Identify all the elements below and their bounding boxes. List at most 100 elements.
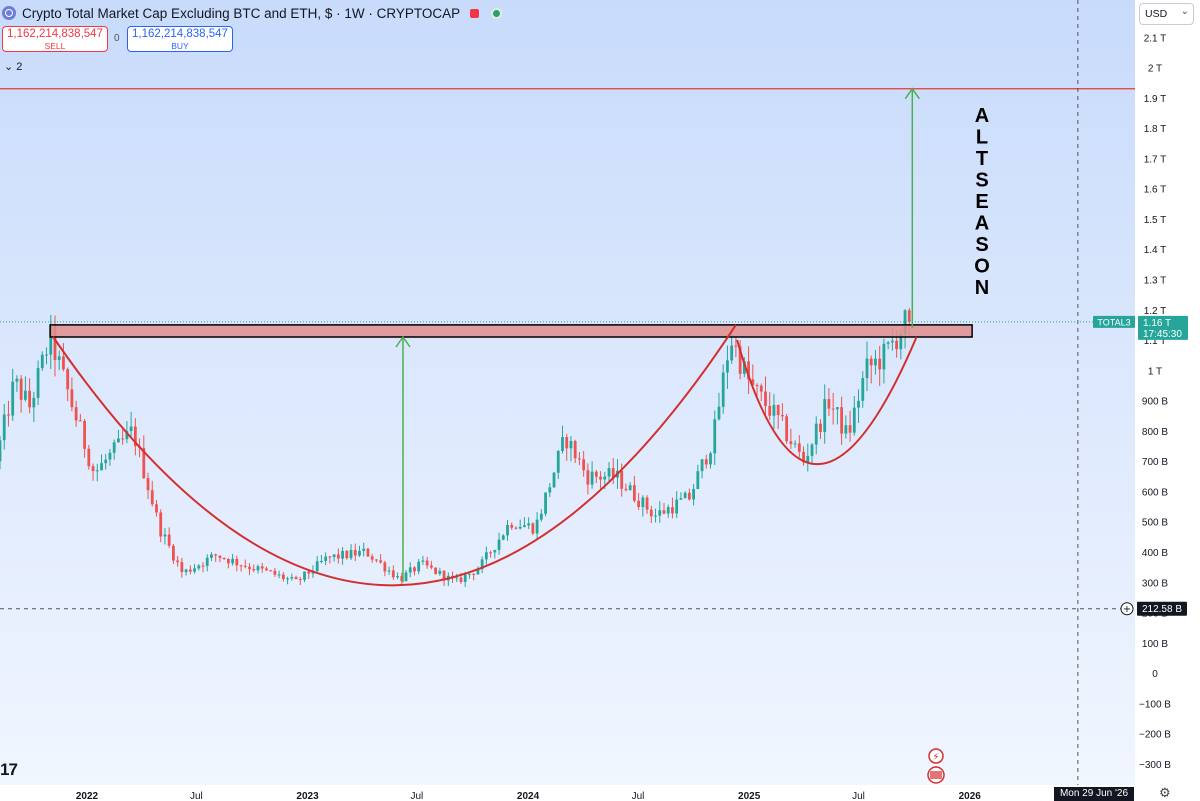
candle-body <box>248 566 251 570</box>
cup-curve-large[interactable] <box>52 324 737 587</box>
resistance-zone[interactable] <box>49 324 973 338</box>
candle-body <box>463 574 467 582</box>
candle-body <box>7 414 10 416</box>
candle-body <box>142 447 146 479</box>
x-tick-label: 2026 <box>959 791 982 800</box>
candle-body <box>713 419 717 454</box>
candle-body <box>658 510 662 516</box>
sell-button[interactable]: 1,162,214,838,547 SELL <box>2 26 108 52</box>
measure-arrow-head <box>395 335 411 348</box>
candles-layer <box>0 308 911 587</box>
altseason-letter: T <box>976 148 988 170</box>
candle-body <box>455 577 459 579</box>
chart-title[interactable]: Crypto Total Market Cap Excluding BTC an… <box>22 5 461 21</box>
candle-body <box>290 577 294 579</box>
tradingview-logo-icon[interactable]: 17 <box>0 760 18 779</box>
candle-body <box>23 390 27 400</box>
altseason-letter: L <box>976 127 988 149</box>
candle-body <box>265 568 268 571</box>
y-tick-label: 1.3 T <box>1144 275 1167 286</box>
candle-body <box>514 527 518 529</box>
market-closed-icon[interactable] <box>470 8 480 18</box>
price-axis-background <box>1135 0 1200 800</box>
candle-body <box>899 334 903 350</box>
candle-body <box>100 463 103 471</box>
y-tick-label: 2.1 T <box>1144 33 1167 44</box>
indicators-toggle[interactable]: ⌄ 2 <box>4 60 22 73</box>
x-tick-label: 2024 <box>517 791 540 800</box>
y-tick-label: 600 B <box>1142 487 1168 498</box>
currency-value: USD <box>1145 8 1168 20</box>
altseason-letter: A <box>975 105 989 127</box>
y-tick-label: 1.1 T <box>1144 336 1167 347</box>
plus-icon[interactable] <box>1120 602 1134 616</box>
candle-body <box>269 570 273 572</box>
candle-body <box>78 420 82 422</box>
candle-body <box>83 421 86 449</box>
y-tick-label: 700 B <box>1142 457 1168 468</box>
candle-body <box>628 485 632 491</box>
candle-body <box>510 524 514 528</box>
gear-icon[interactable]: ⚙ <box>1159 785 1171 800</box>
candle-body <box>104 459 108 464</box>
candle-body <box>624 488 628 491</box>
candle-body <box>425 560 429 566</box>
price-axis[interactable]: 2.1 T 2 T 1.9 T 1.8 T 1.7 T 1.6 T 1.5 T 1.4 T 1.… <box>1139 33 1171 771</box>
cup-curve-small[interactable] <box>736 336 918 465</box>
candle-body <box>239 565 243 567</box>
candle-body <box>793 443 797 445</box>
candle-body <box>176 560 180 563</box>
candle-body <box>759 385 763 392</box>
candle-body <box>552 472 556 488</box>
candle-body <box>742 361 746 374</box>
candle-body <box>823 399 827 432</box>
candle-body <box>210 554 213 558</box>
candle-body <box>222 557 226 560</box>
candle-body <box>294 577 298 580</box>
candle-body <box>0 440 2 462</box>
candle-body <box>243 565 247 567</box>
candle-body <box>594 471 598 477</box>
x-tick-label: Jul <box>190 791 203 800</box>
candle-body <box>193 568 196 572</box>
altseason-letter: O <box>974 256 990 278</box>
chevron-down-icon: ⌄ <box>4 61 14 73</box>
candle-body <box>768 405 772 416</box>
buy-button[interactable]: 1,162,214,838,547 BUY <box>127 26 233 52</box>
candle-body <box>599 476 602 480</box>
x-tick-label: 2025 <box>738 791 761 800</box>
time-axis-background <box>0 785 1135 800</box>
candle-body <box>391 570 395 578</box>
us-flag-stripes <box>930 771 942 779</box>
candle-body <box>827 399 831 409</box>
candle-body <box>197 565 201 569</box>
candle-body <box>671 507 674 514</box>
currency-select[interactable]: USD ⌄ <box>1139 3 1194 25</box>
market-status-icon[interactable] <box>491 7 503 19</box>
time-axis[interactable]: 2022 Jul 2023 Jul 2024 Jul 2025 Jul 2026 <box>76 791 981 800</box>
buy-label: BUY <box>171 41 189 51</box>
lightning-icon[interactable] <box>928 748 944 764</box>
candle-body <box>561 437 564 452</box>
candle-body <box>539 513 543 520</box>
candle-body <box>700 459 704 472</box>
candle-body <box>49 324 53 355</box>
candle-body <box>358 550 361 556</box>
candle-body <box>379 560 383 563</box>
candle-body <box>565 437 569 449</box>
candle-body <box>277 574 281 576</box>
candle-body <box>747 361 750 380</box>
candle-body <box>497 539 501 550</box>
y-tick-label: 1.2 T <box>1144 306 1167 317</box>
candle-body <box>19 378 23 400</box>
candle-body <box>345 550 349 559</box>
candle-body <box>307 571 311 574</box>
candle-body <box>121 438 125 440</box>
candle-body <box>231 558 235 564</box>
candle-body <box>523 525 526 527</box>
y-tick-label: 1.4 T <box>1144 245 1167 256</box>
